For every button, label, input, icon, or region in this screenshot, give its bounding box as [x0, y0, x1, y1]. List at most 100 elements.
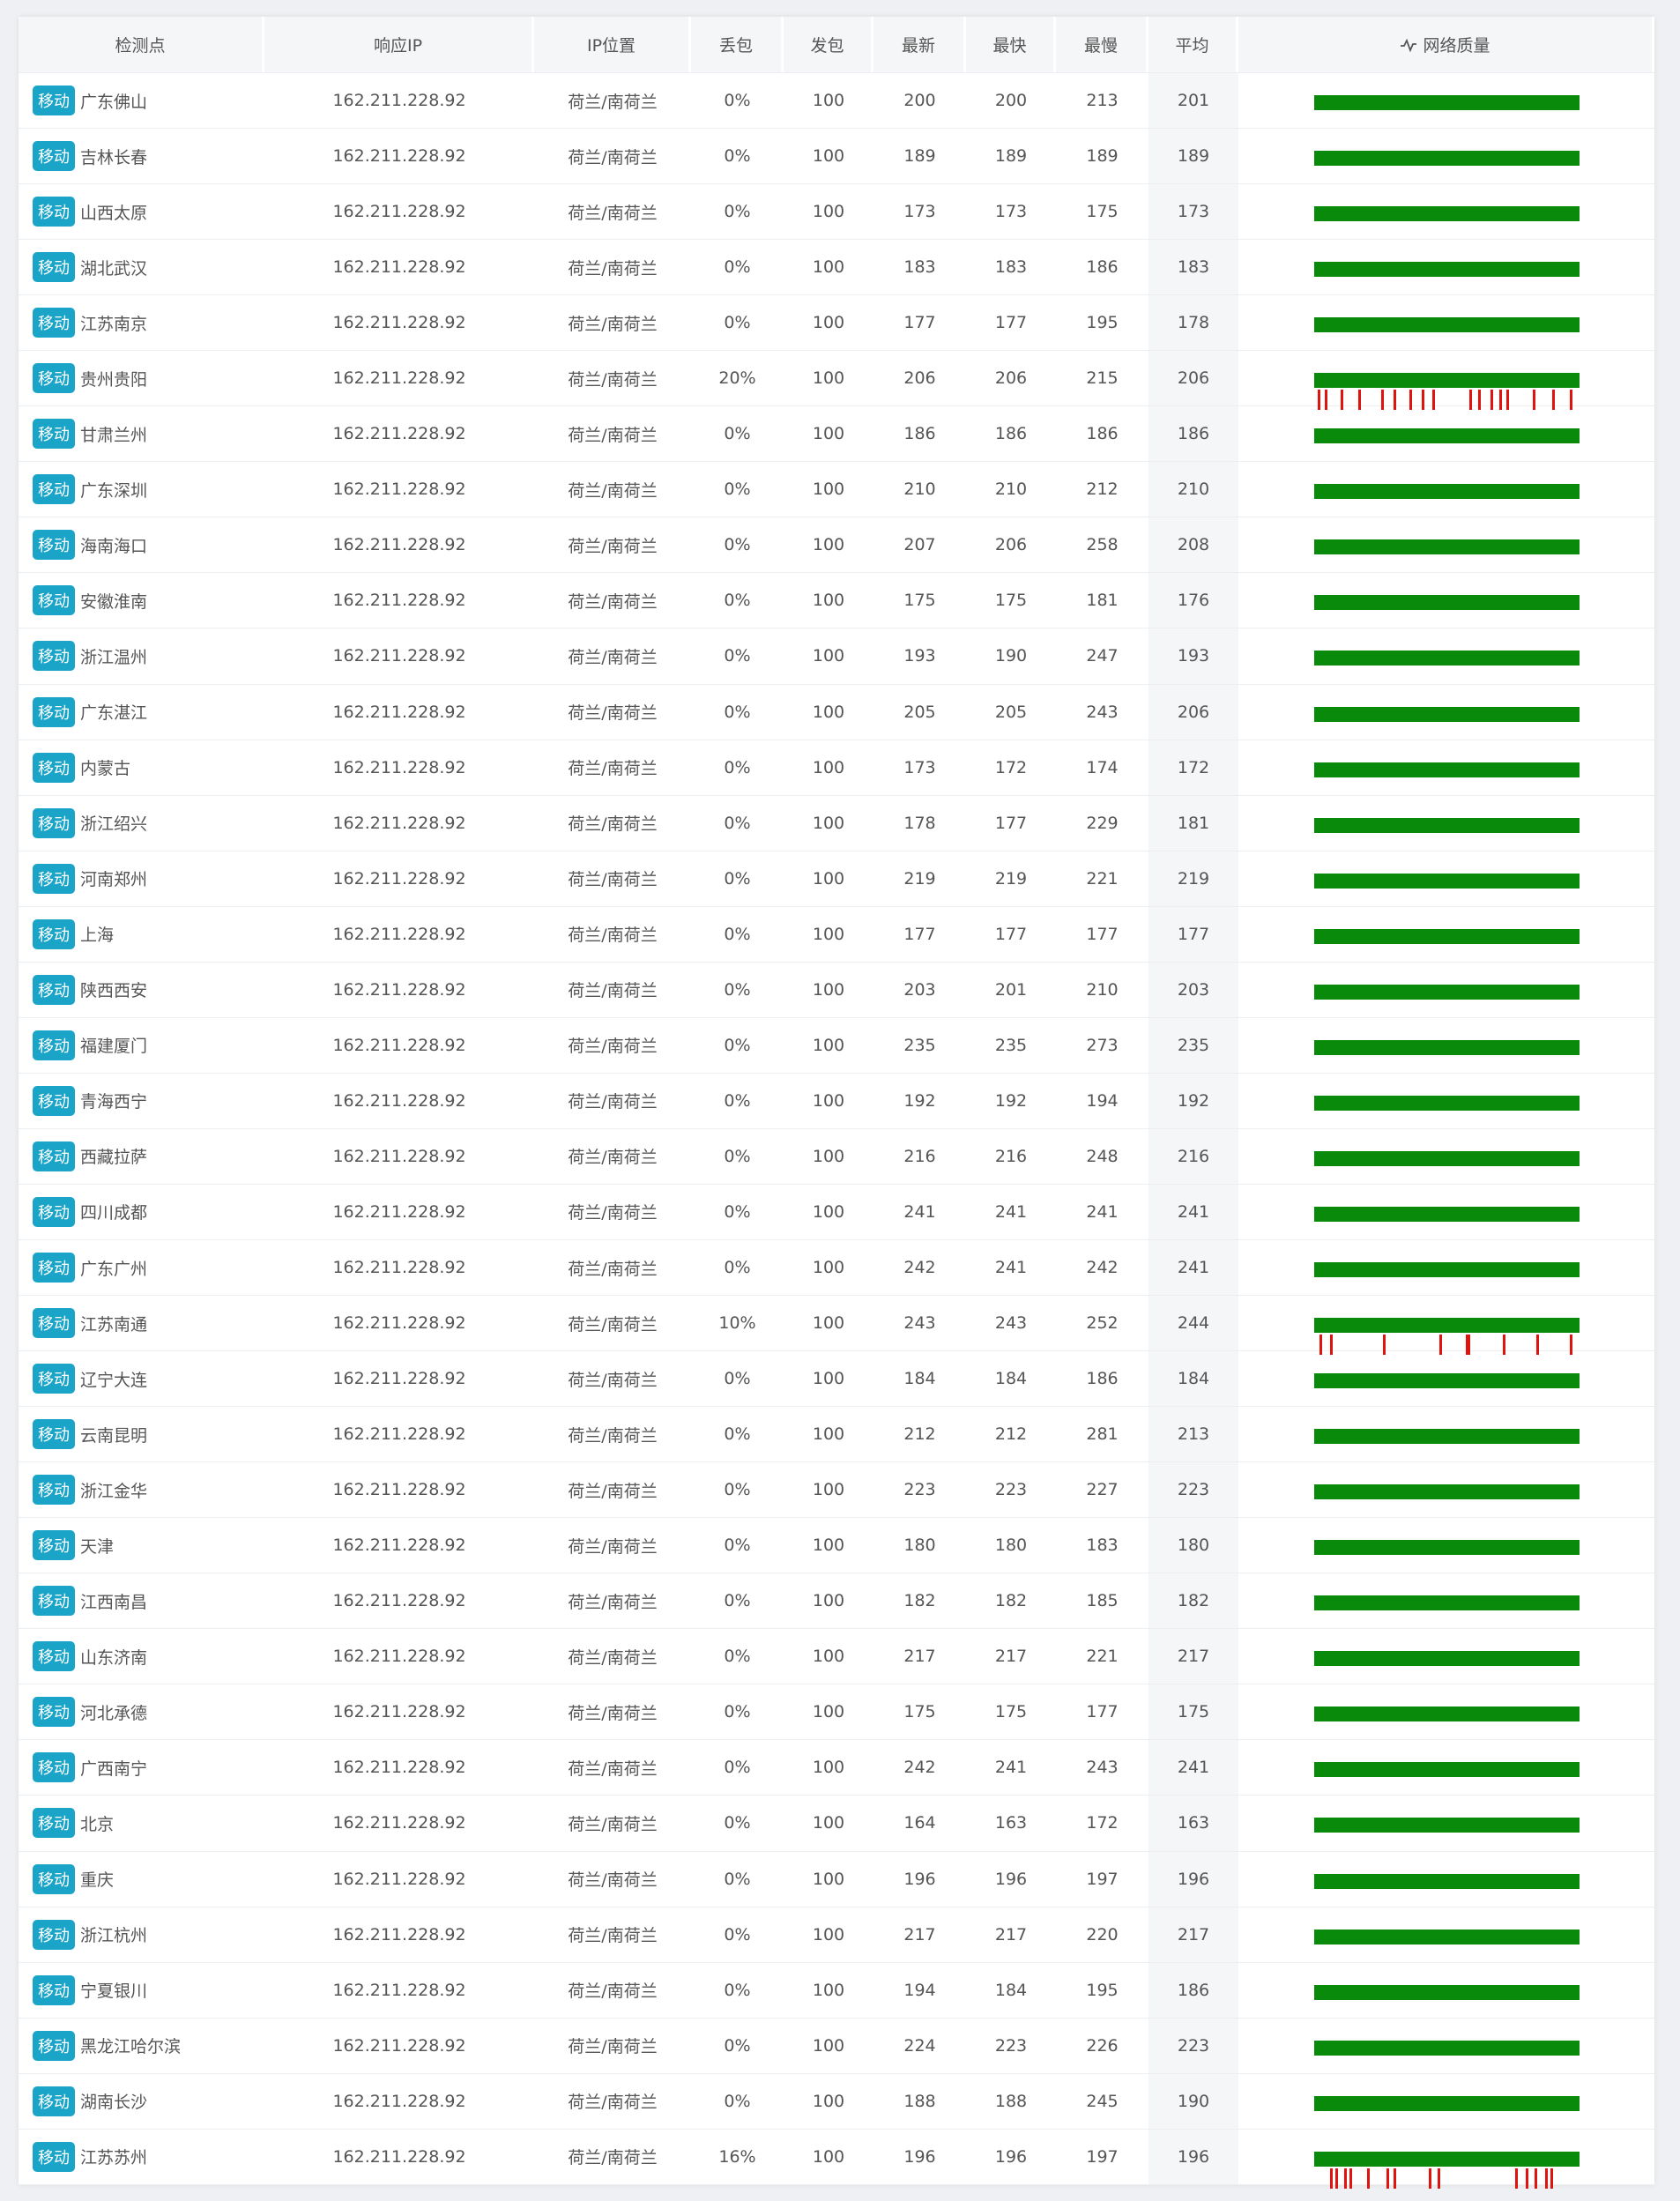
table-cell: 217: [1148, 1907, 1238, 1962]
table-cell: 0%: [691, 1462, 784, 1517]
cell-text: 178: [903, 813, 936, 833]
cell-text: 0%: [724, 813, 751, 833]
cell-text: 242: [903, 1258, 936, 1277]
cell-text: 186: [1177, 1980, 1210, 2000]
header-cell: 发包: [784, 17, 873, 72]
quality-cell: [1238, 184, 1654, 239]
cell-text: 100: [812, 1258, 845, 1277]
header-cell: 响应IP: [264, 17, 534, 72]
quality-cell: [1238, 2019, 1654, 2073]
quality-cell: [1238, 295, 1654, 350]
cell-text: 173: [903, 757, 936, 777]
table-row: 移动 内蒙古 162.211.228.92 荷兰/南荷兰 0% 100 173 172 174 1…: [19, 740, 1654, 796]
loss-tick: [1381, 390, 1384, 411]
quality-cell: [1238, 1907, 1654, 1962]
table-cell: 162.211.228.92: [264, 351, 534, 405]
node-name: 重庆: [80, 1870, 115, 1891]
cell-text: 0%: [724, 424, 751, 444]
isp-badge: 移动: [33, 1530, 75, 1561]
table-cell: 荷兰/南荷兰: [534, 573, 691, 628]
table-cell: 207: [873, 517, 966, 572]
table-cell: 0%: [691, 796, 784, 851]
table-row: 移动 海南海口 162.211.228.92 荷兰/南荷兰 0% 100 207 206 258…: [19, 517, 1654, 574]
cell-text: 210: [1177, 480, 1210, 500]
cell-text: 100: [812, 1535, 845, 1556]
cell-text: 188: [903, 2091, 936, 2111]
table-cell: 荷兰/南荷兰: [534, 851, 691, 906]
cell-text: 184: [1177, 1369, 1210, 1389]
cell-text: 186: [903, 424, 936, 444]
cell-text: 172: [994, 757, 1028, 777]
cell-text: 206: [994, 368, 1028, 389]
cell-text: 100: [812, 424, 845, 444]
table-cell: 172: [1148, 740, 1238, 795]
table-cell: 172: [1056, 1796, 1148, 1850]
cell-text: 162.211.228.92: [332, 368, 466, 389]
cell-text: 荷兰/南荷兰: [568, 92, 658, 112]
loss-tick: [1469, 390, 1472, 411]
table-cell: 100: [784, 517, 873, 572]
cell-text: 241: [1086, 1201, 1119, 1222]
node-name: 安徽淮南: [80, 591, 148, 612]
table-cell: 荷兰/南荷兰: [534, 907, 691, 962]
table-cell: 216: [873, 1129, 966, 1184]
cell-text: 175: [994, 1702, 1028, 1722]
cell-text: 177: [994, 924, 1028, 944]
table-cell: 162.211.228.92: [264, 406, 534, 461]
loss-tick: [1349, 2168, 1352, 2189]
table-cell: 194: [1056, 1074, 1148, 1128]
node-name: 四川成都: [80, 1203, 148, 1223]
loss-tick: [1438, 2168, 1440, 2189]
table-cell: 241: [1148, 1740, 1238, 1796]
quality-bar: [1314, 1984, 1580, 2000]
table-cell: 100: [784, 740, 873, 795]
table-cell: 荷兰/南荷兰: [534, 240, 691, 294]
table-cell: 100: [784, 1573, 873, 1628]
table-cell: 100: [784, 1018, 873, 1073]
cell-text: 0%: [724, 1702, 751, 1722]
table-cell: 0%: [691, 240, 784, 294]
cell-text: 181: [1086, 591, 1119, 611]
cell-text: 荷兰/南荷兰: [568, 1314, 658, 1335]
cell-text: 162.211.228.92: [332, 257, 466, 278]
loss-tick: [1344, 2168, 1347, 2189]
isp-badge: 移动: [33, 1974, 75, 2005]
loss-tick: [1367, 2168, 1370, 2189]
cell-text: 162.211.228.92: [332, 2146, 466, 2167]
table-cell: 242: [873, 1740, 966, 1795]
cell-text: 0%: [724, 1980, 751, 2000]
table-cell: 224: [873, 2019, 966, 2073]
table-cell: 荷兰/南荷兰: [534, 1351, 691, 1406]
cell-text: 0%: [724, 1090, 751, 1111]
cell-text: 184: [994, 1980, 1028, 2000]
cell-text: 210: [1086, 979, 1119, 1000]
cell-text: 162.211.228.92: [332, 1480, 466, 1500]
cell-text: 174: [1086, 757, 1119, 777]
table-cell: 0%: [691, 1963, 784, 2018]
table-cell: 193: [1148, 628, 1238, 684]
table-cell: 100: [784, 1129, 873, 1184]
header-text: 最慢: [1083, 36, 1118, 56]
cell-text: 183: [994, 257, 1028, 278]
cell-text: 0%: [724, 924, 751, 944]
table-cell: 216: [1148, 1128, 1238, 1184]
cell-text: 177: [903, 313, 936, 333]
table-cell: 189: [966, 129, 1056, 183]
loss-tick: [1432, 390, 1435, 411]
cell-text: 100: [812, 757, 845, 777]
table-cell: 移动 上海: [19, 907, 264, 962]
cell-text: 192: [1177, 1090, 1210, 1111]
isp-badge: 移动: [33, 1752, 75, 1783]
table-cell: 移动 江西南昌: [19, 1573, 264, 1628]
node-name: 浙江杭州: [80, 1926, 148, 1946]
cell-text: 235: [1177, 1035, 1210, 1055]
cell-text: 荷兰/南荷兰: [568, 926, 658, 946]
node-name: 宁夏银川: [80, 1982, 148, 2002]
loss-tick: [1503, 1335, 1505, 1356]
cell-text: 177: [1086, 1702, 1119, 1722]
node-name: 广东广州: [80, 1259, 148, 1279]
table-cell: 162.211.228.92: [264, 2074, 534, 2129]
loss-tick: [1341, 390, 1343, 411]
quality-bar: [1314, 706, 1580, 722]
quality-cell: [1238, 129, 1654, 183]
